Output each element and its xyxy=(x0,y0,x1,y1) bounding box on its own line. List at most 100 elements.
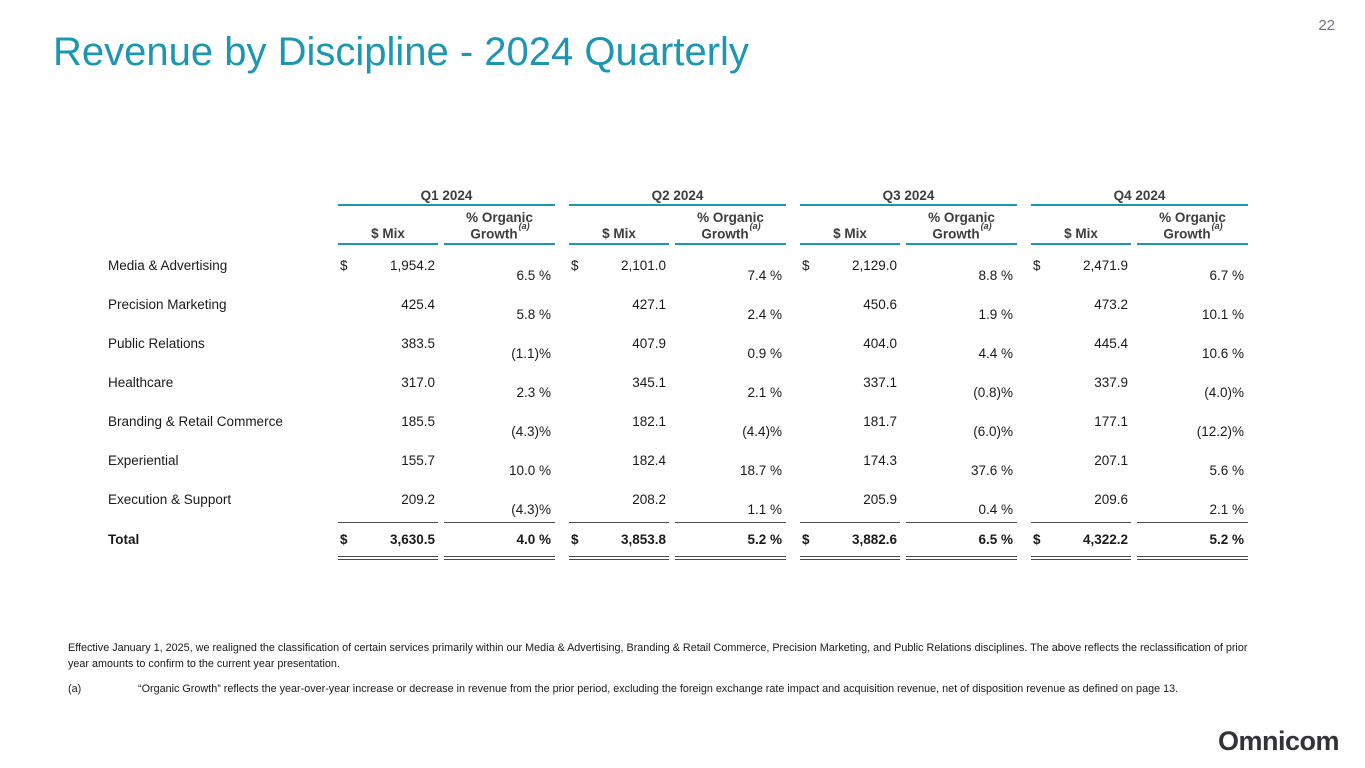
mix-value: 3,853.8 xyxy=(620,532,666,547)
mix-value: 1,954.2 xyxy=(389,258,435,273)
mix-value: 177.1 xyxy=(1094,414,1128,429)
quarter-cell: 174.3 37.6 % xyxy=(800,440,1017,479)
organic-growth-header-word: Growth xyxy=(470,226,518,242)
footnote-a-ref: (a) xyxy=(1211,220,1223,231)
quarter-cell: 182.4 18.7 % xyxy=(569,440,786,479)
quarter-cell: 209.6 2.1 % xyxy=(1031,479,1248,518)
quarter-header-spacer xyxy=(108,188,338,206)
dollar-sign: $ xyxy=(571,258,579,273)
growth-value-cell: (4.3)% xyxy=(511,502,551,517)
dollar-sign: $ xyxy=(802,532,810,547)
quarter-header: Q2 2024 xyxy=(569,188,786,206)
revenue-by-discipline-table: Q1 2024 Q2 2024 Q3 2024 Q4 2024 $ Mix% Organ… xyxy=(108,188,1248,560)
organic-growth-header: % Organic Growth(a) xyxy=(675,206,786,245)
mix-value: 209.2 xyxy=(401,492,435,507)
quarter-cell: $4,322.2 5.2 % xyxy=(1031,522,1248,560)
mix-value: 205.9 xyxy=(863,492,897,507)
organic-growth-header-line1: % Organic xyxy=(928,209,995,225)
growth-value-cell: 7.4 % xyxy=(747,268,782,283)
table-row: Experiential 155.7 10.0 % 182.4 18.7 % 174.3 3… xyxy=(108,440,1248,479)
growth-value-cell: (4.4)% xyxy=(742,424,782,439)
growth-value-cell: 5.2 % xyxy=(1137,522,1248,560)
organic-growth-header-word: Growth xyxy=(701,226,749,242)
mix-value-cell: 450.6 xyxy=(800,284,900,323)
table-row: Media & Advertising $1,954.2 6.5 % $2,101.0… xyxy=(108,245,1248,284)
quarter-columns: $ Mix% Organic Growth(a) xyxy=(800,206,1017,245)
omnicom-logo: Omnicom xyxy=(1217,726,1340,756)
growth-value-cell: 10.6 % xyxy=(1201,346,1244,361)
quarter-cell: 182.1 (4.4)% xyxy=(569,401,786,440)
mix-value-cell: 337.1 xyxy=(800,362,900,401)
mix-value-cell: $3,853.8 xyxy=(569,522,669,560)
mix-value: 2,471.9 xyxy=(1082,258,1128,273)
quarter-cell: 337.9 (4.0)% xyxy=(1031,362,1248,401)
mix-value-cell: $3,630.5 xyxy=(338,522,438,560)
growth-value-cell: (4.3)% xyxy=(511,424,551,439)
growth-value-cell: 6.5 % xyxy=(516,268,551,283)
organic-growth-header-line2: Growth(a) xyxy=(444,221,555,242)
mix-value: 445.4 xyxy=(1094,336,1128,351)
footnote-a: (a) “Organic Growth” reflects the year-o… xyxy=(68,683,1260,695)
mix-value-cell: 427.1 xyxy=(569,284,669,323)
mix-value-cell: 208.2 xyxy=(569,479,669,518)
quarter-cell: 404.0 4.4 % xyxy=(800,323,1017,362)
dollar-sign: $ xyxy=(571,532,579,547)
quarter-columns: $ Mix% Organic Growth(a) xyxy=(1031,206,1248,245)
quarter-header: Q3 2024 xyxy=(800,188,1017,206)
mix-value: 317.0 xyxy=(401,375,435,390)
quarter-cell: $2,471.9 6.7 % xyxy=(1031,245,1248,284)
mix-value-cell: 182.4 xyxy=(569,440,669,479)
quarter-cell: $3,853.8 5.2 % xyxy=(569,522,786,560)
mix-value-cell: 181.7 xyxy=(800,401,900,440)
mix-value-cell: 345.1 xyxy=(569,362,669,401)
quarter-cell: 205.9 0.4 % xyxy=(800,479,1017,518)
quarter-cell: 473.2 10.1 % xyxy=(1031,284,1248,323)
mix-value: 208.2 xyxy=(632,492,666,507)
quarter-cell: 450.6 1.9 % xyxy=(800,284,1017,323)
quarter-cell: 207.1 5.6 % xyxy=(1031,440,1248,479)
growth-value-cell: (4.0)% xyxy=(1204,385,1244,400)
quarter-cell: 208.2 1.1 % xyxy=(569,479,786,518)
mix-value: 407.9 xyxy=(632,336,666,351)
mix-value: 3,882.6 xyxy=(851,532,897,547)
mix-value-cell: 317.0 xyxy=(338,362,438,401)
mix-value: 155.7 xyxy=(401,453,435,468)
row-label: Media & Advertising xyxy=(108,258,228,273)
mix-value: 182.1 xyxy=(632,414,666,429)
table-row: Precision Marketing 425.4 5.8 % 427.1 2.4 % 4… xyxy=(108,284,1248,323)
footnote-a-ref: (a) xyxy=(749,220,761,231)
quarter-cell: 383.5 (1.1)% xyxy=(338,323,555,362)
quarter-cell: 425.4 5.8 % xyxy=(338,284,555,323)
growth-value-cell: 6.7 % xyxy=(1209,268,1244,283)
mix-value-cell: 182.1 xyxy=(569,401,669,440)
mix-value: 174.3 xyxy=(863,453,897,468)
mix-value-cell: 425.4 xyxy=(338,284,438,323)
growth-value-cell: 4.0 % xyxy=(444,522,555,560)
mix-value-cell: 404.0 xyxy=(800,323,900,362)
dollar-sign: $ xyxy=(1033,258,1041,273)
quarter-cell: 427.1 2.4 % xyxy=(569,284,786,323)
mix-value: 2,101.0 xyxy=(620,258,666,273)
dollar-mix-header: $ Mix xyxy=(1031,206,1131,245)
organic-growth-header-line2: Growth(a) xyxy=(1137,221,1248,242)
quarter-cell: $1,954.2 6.5 % xyxy=(338,245,555,284)
quarter-cell: 345.1 2.1 % xyxy=(569,362,786,401)
mix-value-cell: 177.1 xyxy=(1031,401,1131,440)
mix-value: 337.1 xyxy=(863,375,897,390)
growth-value-cell: 37.6 % xyxy=(970,463,1013,478)
quarter-header: Q1 2024 xyxy=(338,188,555,206)
quarter-cell: 177.1 (12.2)% xyxy=(1031,401,1248,440)
mix-value-cell: 407.9 xyxy=(569,323,669,362)
dollar-sign: $ xyxy=(340,258,348,273)
mix-value: 404.0 xyxy=(863,336,897,351)
growth-value-cell: 2.1 % xyxy=(747,385,782,400)
organic-growth-header-line2: Growth(a) xyxy=(675,221,786,242)
growth-value-cell: (6.0)% xyxy=(973,424,1013,439)
mix-value: 182.4 xyxy=(632,453,666,468)
growth-value-cell: 18.7 % xyxy=(739,463,782,478)
organic-growth-header: % Organic Growth(a) xyxy=(1137,206,1248,245)
mix-value: 181.7 xyxy=(863,414,897,429)
quarter-columns: $ Mix% Organic Growth(a) xyxy=(569,206,786,245)
mix-value: 3,630.5 xyxy=(389,532,435,547)
